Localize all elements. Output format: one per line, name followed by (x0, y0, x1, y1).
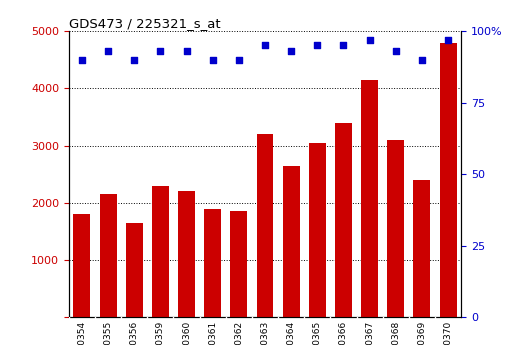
Point (208, 57, 217, 62)
Text: GSM10363: GSM10363 (261, 321, 269, 345)
Point (287, 48, 295, 54)
Bar (413, 180, 430, 317)
Text: GSM10365: GSM10365 (313, 321, 322, 345)
Bar (439, 42, 456, 317)
Text: GSM10354: GSM10354 (77, 321, 86, 345)
Bar (387, 140, 404, 317)
Text: GSM10368: GSM10368 (391, 321, 400, 345)
Text: GSM10359: GSM10359 (156, 321, 165, 345)
Text: GSM10366: GSM10366 (339, 321, 348, 345)
Point (182, 48, 191, 54)
Bar (361, 80, 378, 317)
Text: GSM10356: GSM10356 (130, 321, 139, 345)
Text: GSM10360: GSM10360 (182, 321, 191, 345)
Point (339, 43, 348, 48)
Point (235, 57, 243, 62)
Bar (282, 166, 299, 317)
Point (444, 37, 452, 42)
Bar (309, 143, 326, 317)
Point (104, 48, 112, 54)
Text: GSM10364: GSM10364 (287, 321, 296, 345)
Bar (335, 123, 352, 317)
Point (78, 57, 86, 62)
Text: GSM10355: GSM10355 (104, 321, 112, 345)
Point (365, 37, 374, 42)
Bar (257, 134, 273, 317)
Text: GSM10369: GSM10369 (418, 321, 426, 345)
Bar (74, 214, 91, 317)
Bar (100, 194, 117, 317)
Text: GSM10362: GSM10362 (234, 321, 243, 345)
Bar (204, 209, 221, 317)
Text: GSM10370: GSM10370 (444, 321, 453, 345)
Text: GSM10361: GSM10361 (208, 321, 217, 345)
Point (261, 43, 269, 48)
Text: GSM10367: GSM10367 (365, 321, 374, 345)
Bar (152, 186, 169, 317)
Point (313, 43, 322, 48)
Bar (178, 191, 195, 317)
Point (130, 57, 138, 62)
Point (418, 57, 426, 62)
Text: GDS473 / 225321_s_at: GDS473 / 225321_s_at (69, 17, 220, 30)
Point (392, 48, 400, 54)
Bar (231, 211, 248, 317)
Bar (126, 223, 143, 317)
Point (156, 48, 165, 54)
